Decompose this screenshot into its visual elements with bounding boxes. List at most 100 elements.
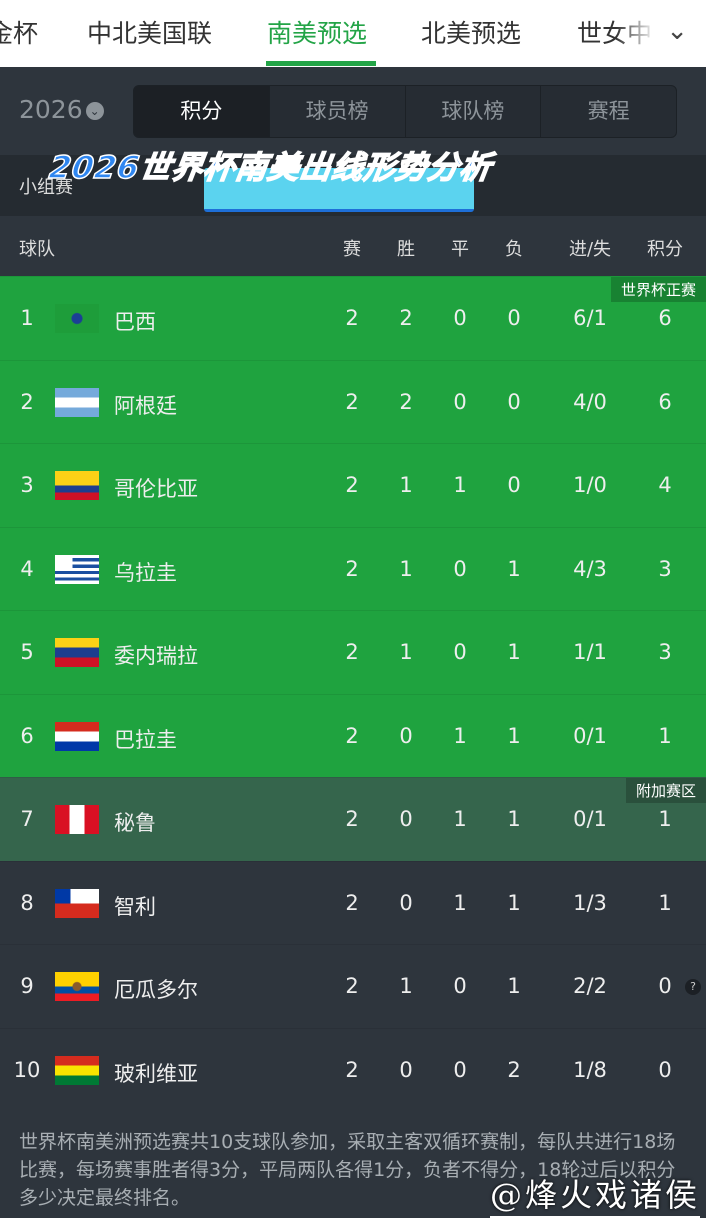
colombia-flag-icon (55, 471, 99, 500)
chile-flag-icon (55, 888, 99, 918)
rank: 8 (20, 890, 34, 915)
tab-standings[interactable]: 积分 (134, 86, 269, 137)
table-row[interactable]: 6 巴拉圭 2 0 1 1 0/1 1 (0, 693, 706, 777)
zone-tag-playoff: 附加赛区 (625, 778, 706, 803)
wins: 0 (399, 807, 413, 831)
draws: 1 (453, 807, 467, 831)
table-row[interactable]: 10 玻利维亚 2 0 0 2 1/8 0 (0, 1027, 706, 1111)
losses: 1 (507, 974, 521, 998)
table-row[interactable]: 5 委内瑞拉 2 1 0 1 1/1 3 (0, 610, 706, 694)
team-name[interactable]: 乌拉圭 (114, 560, 177, 585)
bolivia-flag-icon (55, 1055, 99, 1085)
nav-item-south-america-qualifiers[interactable]: 南美预选 (267, 19, 368, 48)
col-team: 球队 (19, 239, 55, 260)
played: 2 (345, 389, 359, 414)
losses: 0 (507, 389, 521, 414)
table-row[interactable]: 1 巴西 2 2 0 0 6/1 6 世界杯正赛 (0, 276, 706, 360)
wins: 1 (399, 640, 413, 664)
team-name[interactable]: 巴拉圭 (114, 727, 177, 752)
losses: 1 (507, 640, 521, 664)
team-name[interactable]: 智利 (114, 894, 156, 919)
rank: 1 (20, 306, 34, 330)
venezuela-flag-icon (55, 638, 99, 667)
team-name[interactable]: 巴西 (114, 310, 156, 334)
goals: 4/3 (573, 556, 607, 581)
chevron-down-icon: ⌄ (85, 102, 104, 120)
points: 6 (658, 306, 672, 330)
col-points: 积分 (647, 239, 683, 260)
draws: 0 (453, 306, 467, 330)
table-row[interactable]: 9 厄瓜多尔 2 1 0 1 2/2 0? (0, 944, 706, 1028)
goals: 1/1 (573, 640, 607, 664)
view-tabs: 积分 球员榜 球队榜 赛程 (133, 85, 677, 138)
tab-team-rankings[interactable]: 球队榜 (404, 86, 541, 137)
team-name[interactable]: 玻利维亚 (114, 1061, 198, 1086)
team-name[interactable]: 哥伦比亚 (114, 477, 198, 501)
wins: 0 (399, 723, 413, 748)
team-name[interactable]: 厄瓜多尔 (114, 978, 198, 1002)
goals: 4/0 (573, 389, 607, 414)
losses: 1 (507, 807, 521, 831)
draws: 0 (453, 389, 467, 414)
played: 2 (345, 556, 359, 581)
played: 2 (345, 473, 359, 497)
losses: 2 (507, 1057, 521, 1082)
points: 3 (658, 640, 672, 664)
table-row[interactable]: 8 智利 2 0 1 1 1/3 1 (0, 860, 706, 944)
goals: 0/1 (573, 807, 607, 831)
season-selector[interactable]: 2026 ⌄ (19, 95, 104, 124)
zone-tag-direct: 世界杯正赛 (610, 277, 706, 302)
team-name[interactable]: 秘鲁 (114, 811, 156, 835)
played: 2 (345, 807, 359, 831)
col-goals: 进/失 (568, 239, 612, 260)
chevron-down-icon[interactable]: ⌄ (666, 16, 688, 46)
nav-item-north-america-qualifiers[interactable]: 北美预选 (421, 19, 522, 48)
uruguay-flag-icon (55, 554, 99, 584)
losses: 1 (507, 723, 521, 748)
rank: 6 (20, 723, 34, 748)
goals: 1/0 (573, 473, 607, 497)
brazil-flag-icon (55, 304, 99, 333)
wins: 2 (399, 306, 413, 330)
points: 6 (658, 389, 672, 414)
goals: 6/1 (573, 306, 607, 330)
table-row[interactable]: 3 哥伦比亚 2 1 1 0 1/0 4 (0, 443, 706, 527)
season-value: 2026 (19, 95, 83, 124)
points: 4 (658, 473, 672, 497)
competition-nav: 金杯 中北美国联 南美预选 北美预选 世女中 ⌄ (0, 0, 706, 67)
rules-note: 世界杯南美洲预选赛共10支球队参加，采取主客双循环赛制，每队共进行18场比赛，每… (19, 1131, 676, 1209)
team-name[interactable]: 阿根廷 (114, 393, 177, 418)
nav-item-gold-cup[interactable]: 金杯 (0, 19, 39, 48)
table-row[interactable]: 4 乌拉圭 2 1 0 1 4/3 3 (0, 526, 706, 610)
wins: 0 (399, 1057, 413, 1082)
col-win: 胜 (397, 239, 415, 260)
table-row[interactable]: 2 阿根廷 2 2 0 0 4/0 6 (0, 359, 706, 443)
draws: 0 (453, 640, 467, 664)
played: 2 (345, 640, 359, 664)
wins: 2 (399, 389, 413, 414)
rank: 4 (20, 556, 34, 581)
table-row[interactable]: 7 秘鲁 2 0 1 1 0/1 1 附加赛区 (0, 777, 706, 861)
col-loss: 负 (505, 239, 523, 260)
points: 0 (658, 974, 672, 998)
active-tab-indicator (266, 61, 376, 66)
points: 3 (658, 556, 672, 581)
played: 2 (345, 1057, 359, 1082)
losses: 1 (507, 556, 521, 581)
goals: 0/1 (573, 723, 607, 748)
points: 1 (658, 723, 672, 748)
nav-item-concacaf-league[interactable]: 中北美国联 (87, 19, 213, 48)
goals: 1/3 (573, 890, 607, 915)
goals: 2/2 (573, 974, 607, 998)
tab-schedule[interactable]: 赛程 (540, 86, 676, 137)
help-icon[interactable]: ? (685, 979, 701, 995)
draws: 1 (453, 473, 467, 497)
rank: 9 (20, 974, 34, 998)
team-name[interactable]: 委内瑞拉 (114, 644, 198, 668)
wins: 1 (399, 556, 413, 581)
tab-player-rankings[interactable]: 球员榜 (268, 86, 405, 137)
rank: 5 (20, 640, 34, 664)
rank: 3 (20, 473, 34, 497)
points: 1 (658, 890, 672, 915)
rank: 2 (20, 389, 34, 414)
